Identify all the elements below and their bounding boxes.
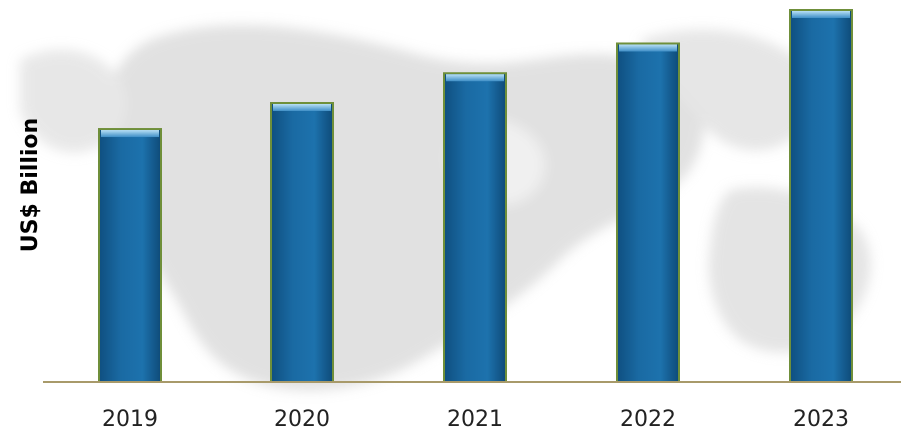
bar-2020 (270, 102, 334, 383)
y-axis-label: US$ Billion (18, 118, 43, 252)
bar-cap-2020 (273, 104, 331, 111)
x-tick-label-2020: 2020 (274, 407, 330, 432)
bar-2021 (443, 72, 507, 384)
bar-cap-2023 (792, 11, 850, 18)
bar-cap-2022 (619, 44, 677, 52)
bars-group (98, 9, 853, 384)
x-tick-label-2022: 2022 (620, 407, 676, 432)
x-tick-labels: 2019 2020 2021 2022 2023 (102, 407, 849, 432)
bar-2019 (98, 128, 162, 383)
bar-2023 (789, 9, 853, 383)
bar-cap-2019 (101, 130, 159, 138)
x-tick-label-2019: 2019 (102, 407, 158, 432)
background-map (20, 24, 871, 391)
x-tick-label-2023: 2023 (793, 407, 849, 432)
x-tick-label-2021: 2021 (447, 407, 503, 432)
bar-2022 (616, 42, 680, 383)
bar-cap-2021 (446, 74, 504, 82)
